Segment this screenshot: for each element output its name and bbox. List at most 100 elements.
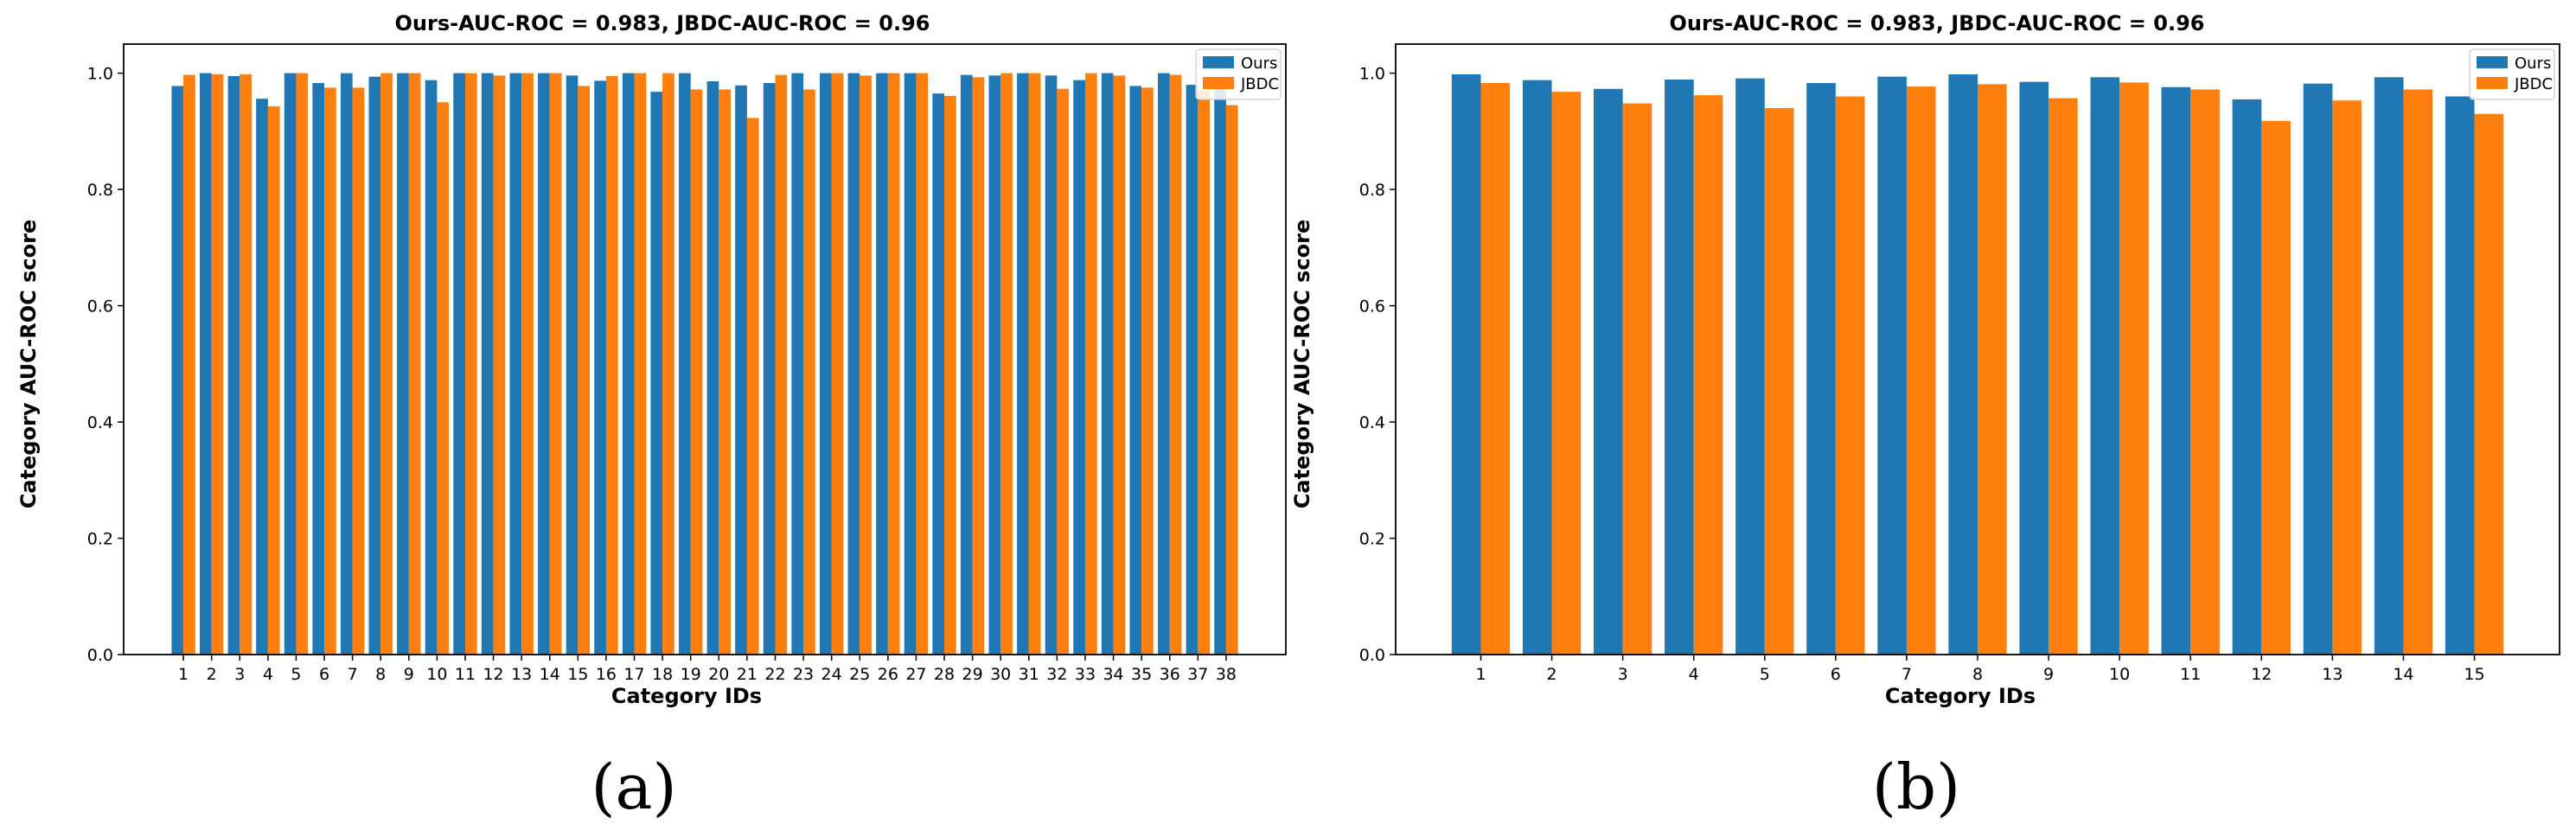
bar-jbdc-10 [437,102,450,655]
bar-jbdc-36 [1169,74,1182,655]
bar-ours-14 [538,73,550,655]
bar-jbdc-22 [775,74,788,655]
bar-jbdc-28 [944,95,956,655]
x-tick-label: 12 [483,665,503,684]
bar-ours-11 [2161,86,2191,655]
panel-label: (a) [591,751,676,823]
bar-jbdc-21 [746,118,759,655]
bar-ours-6 [1806,83,1836,655]
panel-label: (b) [1872,751,1960,823]
bar-jbdc-32 [1057,88,1070,655]
bar-jbdc-16 [605,75,618,655]
legend-swatch-ours [1203,56,1234,68]
bar-jbdc-13 [2332,100,2362,655]
x-tick-label: 11 [455,665,476,684]
x-tick-label: 8 [1972,665,1983,684]
x-tick-label: 17 [623,665,644,684]
bar-jbdc-3 [1622,103,1652,655]
bar-jbdc-15 [578,86,591,655]
bar-ours-9 [397,73,409,655]
bar-jbdc-35 [1141,87,1154,655]
y-axis-ticks: 0.0 0.2 0.4 0.6 0.8 1.0 [87,65,124,665]
bar-jbdc-29 [972,77,985,655]
bar-ours-4 [1665,80,1694,655]
bar-ours-15 [2445,96,2475,655]
bar-ours-3 [1593,88,1623,655]
bar-ours-3 [227,75,240,655]
x-axis-label: Category IDs [1885,684,2036,708]
bar-jbdc-3 [240,73,252,655]
bar-ours-29 [960,74,973,655]
legend-label-jbdc: JBDC [1240,75,1279,93]
bar-ours-7 [1877,76,1907,655]
bar-ours-16 [594,80,606,655]
bars [171,73,1238,655]
bar-ours-30 [988,75,1001,655]
bar-jbdc-30 [1000,73,1013,655]
bar-jbdc-6 [1835,96,1865,655]
y-tick-label: 0.2 [1359,530,1385,549]
bar-ours-17 [622,73,635,655]
bar-ours-2 [1522,80,1552,655]
bar-jbdc-11 [464,73,477,655]
bar-ours-1 [171,86,184,655]
y-tick-label: 1.0 [87,65,113,84]
bar-ours-20 [706,81,719,655]
x-tick-label: 29 [962,665,983,684]
legend-swatch-ours [2477,56,2508,68]
x-tick-label: 23 [793,665,814,684]
bar-jbdc-37 [1198,90,1211,655]
bar-ours-37 [1186,85,1199,655]
x-tick-label: 36 [1160,665,1180,684]
bar-ours-2 [199,73,212,655]
bar-jbdc-8 [380,73,393,655]
x-tick-label: 28 [934,665,955,684]
x-tick-label: 3 [234,665,245,684]
bar-jbdc-19 [690,89,703,655]
bar-ours-35 [1129,86,1142,655]
bar-jbdc-13 [521,73,534,655]
bar-jbdc-9 [408,73,421,655]
x-tick-label: 30 [990,665,1011,684]
x-tick-label: 11 [2180,665,2201,684]
bar-ours-38 [1214,79,1226,655]
bar-jbdc-7 [352,87,365,655]
x-tick-label: 14 [2393,665,2413,684]
x-tick-label: 15 [2464,665,2484,684]
legend: Ours JBDC [1195,48,1282,100]
bar-ours-33 [1073,80,1085,655]
x-tick-label: 35 [1131,665,1152,684]
y-tick-label: 1.0 [1359,65,1385,84]
legend: Ours JBDC [2469,48,2555,100]
bar-jbdc-12 [2261,120,2291,655]
x-tick-label: 25 [849,665,870,684]
bar-ours-26 [876,73,888,655]
y-tick-label: 0.6 [1359,297,1385,316]
bar-ours-34 [1101,73,1114,655]
y-tick-label: 0.0 [87,646,113,665]
x-tick-label: 37 [1187,665,1208,684]
x-axis-ticks: 1 2 3 4 5 6 7 8 9 10 11 12 13 14 15 16 17 18 19 20 21 22 23 24 2… [178,655,1237,684]
x-tick-label: 32 [1046,665,1067,684]
y-tick-label: 0.8 [87,181,113,200]
x-tick-label: 20 [708,665,729,684]
bar-jbdc-5 [296,73,309,655]
bar-ours-31 [1017,73,1029,655]
x-tick-label: 24 [821,665,842,684]
bar-jbdc-8 [1978,84,2007,655]
legend-label-jbdc: JBDC [2514,75,2553,93]
x-tick-label: 34 [1103,665,1123,684]
x-tick-label: 26 [878,665,898,684]
bar-jbdc-10 [2119,82,2149,655]
bar-jbdc-7 [1906,86,1936,655]
x-tick-label: 2 [207,665,217,684]
x-tick-label: 10 [2109,665,2130,684]
x-tick-label: 9 [2043,665,2054,684]
bar-jbdc-24 [831,73,844,655]
bars [1451,73,2504,655]
bar-ours-23 [791,73,804,655]
chart-panel-a: Ours-AUC-ROC = 0.983, JBDC-AUC-ROC = 0.9… [16,11,1287,823]
x-tick-label: 13 [511,665,532,684]
y-axis-ticks: 0.0 0.2 0.4 0.6 0.8 1.0 [1359,65,1396,665]
